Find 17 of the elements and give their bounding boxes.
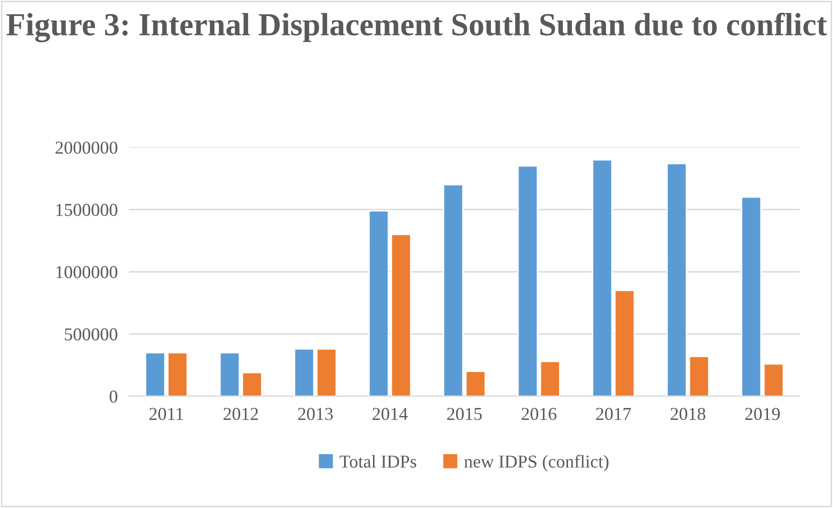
legend-label: new IDPS (conflict) (464, 454, 608, 472)
y-tick-label: 0 (110, 390, 118, 403)
y-tick-label: 1000000 (56, 266, 118, 278)
y-tick-label: 500000 (64, 328, 118, 340)
chart-title: Figure 3: Internal Displacement South Sudan due to conflict (6, 12, 827, 42)
x-tick-label: 2018 (670, 408, 706, 420)
x-tick-label: 2016 (522, 408, 556, 420)
x-tick-label: 2013 (298, 408, 333, 420)
y-tick-label: 2000000 (56, 142, 118, 154)
x-tick-label: 2014 (372, 408, 408, 420)
legend-label: Total IDPs (340, 454, 416, 468)
y-tick-label: 1500000 (56, 204, 118, 216)
x-tick-label: 2015 (447, 408, 482, 420)
x-tick-label: 2017 (596, 408, 631, 420)
x-tick-label: 2012 (224, 408, 258, 420)
x-tick-label: 2019 (745, 408, 780, 420)
x-tick-label: 2011 (149, 408, 183, 420)
